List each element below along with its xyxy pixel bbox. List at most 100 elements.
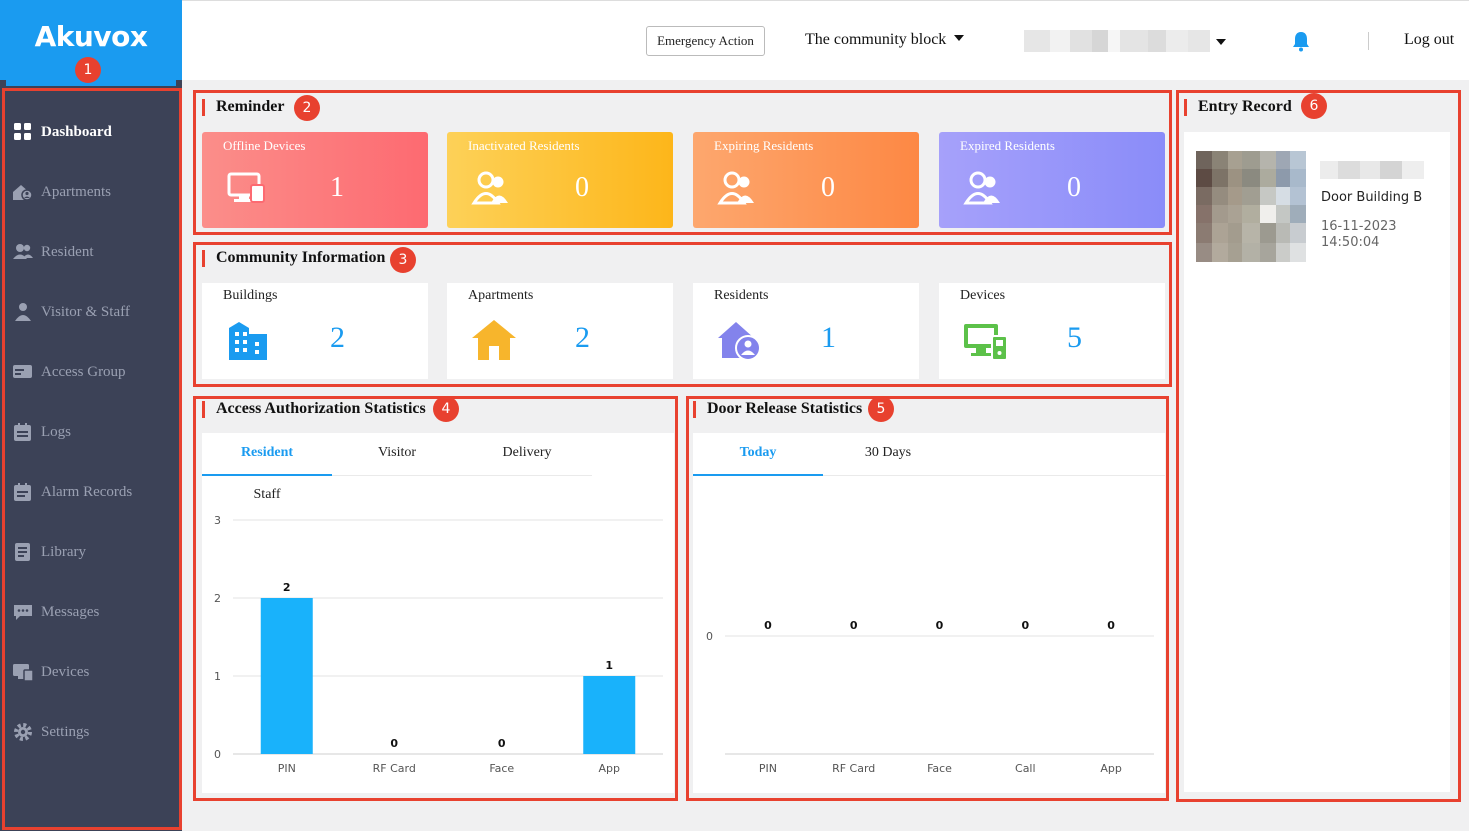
tab-resident[interactable]: Resident — [240, 445, 294, 460]
logo-underline — [6, 80, 176, 86]
door-release-title: Door Release Statistics — [693, 400, 862, 418]
visitor-icon — [15, 303, 31, 321]
residents-icon — [471, 171, 508, 205]
akuvox-logo[interactable]: Akuvox — [34, 20, 148, 53]
nav-highlight-box — [2, 88, 182, 830]
reminder-title-text: Reminder — [216, 98, 285, 115]
sidebar-item-library[interactable]: Library — [12, 538, 86, 566]
access-authorization-title: Access Authorization Statistics — [202, 400, 426, 418]
community-information-title-text: Community Information — [216, 249, 386, 266]
sidebar-item-label: Access Group — [41, 363, 126, 380]
tab-visitor[interactable]: Visitor — [377, 445, 417, 460]
devices-card[interactable]: Devices 5 — [939, 283, 1165, 379]
bar-value-label: 0 — [764, 619, 772, 632]
x-tick-label: Face — [927, 762, 952, 775]
access-authorization-chart: 0 1 2 3 2 PIN 0 RF Card 0 Face 1 App — [214, 514, 663, 775]
sidebar-item-logs[interactable]: Logs — [12, 418, 71, 446]
x-tick-label: Call — [1015, 762, 1036, 775]
sidebar-item-label: Dashboard — [41, 123, 112, 140]
offline-devices-card[interactable]: Offline Devices 1 — [202, 132, 428, 228]
sidebar-item-label: Settings — [41, 723, 90, 740]
community-information-title: Community Information — [202, 249, 385, 267]
card-label: Expiring Residents — [714, 138, 814, 153]
card-label: Residents — [714, 288, 769, 303]
tab-bar-line — [693, 475, 1165, 476]
apartments-card[interactable]: Apartments 2 — [447, 283, 673, 379]
user-account-blurred[interactable] — [1024, 30, 1210, 52]
bar-value-label: 0 — [1021, 619, 1029, 632]
community-selector[interactable]: The community block — [805, 31, 965, 49]
sidebar-item-label: Messages — [41, 603, 100, 620]
top-header: Emergency Action The community block Log… — [182, 0, 1469, 80]
x-tick-label: App — [599, 762, 621, 775]
expiring-residents-card[interactable]: Expiring Residents 0 — [693, 132, 919, 228]
x-tick-label: RF Card — [373, 762, 416, 775]
resident-icon — [13, 244, 33, 259]
door-release-title-text: Door Release Statistics — [707, 400, 863, 417]
entry-door-name: Door Building B — [1321, 190, 1423, 205]
community-name: The community block — [805, 31, 947, 48]
sidebar-item-alarm-records[interactable]: Alarm Records — [12, 478, 132, 506]
sidebar-item-apartments[interactable]: Apartments — [12, 178, 111, 206]
tab-today[interactable]: Today — [739, 445, 777, 460]
sidebar-item-access-group[interactable]: Access Group — [12, 358, 126, 386]
entry-time: 14:50:04 — [1321, 235, 1380, 250]
sidebar-item-messages[interactable]: Messages — [12, 598, 99, 626]
card-label: Buildings — [223, 288, 278, 303]
access-authorization-title-text: Access Authorization Statistics — [216, 400, 426, 417]
entry-person-name-blurred — [1320, 161, 1424, 179]
bar[interactable] — [260, 598, 313, 754]
entry-date: 16-11-2023 — [1321, 219, 1397, 234]
sidebar-item-dashboard[interactable]: Dashboard — [12, 118, 112, 146]
device-monitor-icon — [964, 324, 1008, 361]
tab-30-days[interactable]: 30 Days — [864, 445, 912, 460]
offline-device-icon — [227, 172, 265, 203]
sidebar-item-label: Visitor & Staff — [41, 303, 130, 320]
y-tick-label: 2 — [214, 592, 221, 605]
sidebar-item-label: Devices — [41, 663, 90, 680]
sidebar: Akuvox 1 Dashboard Apartments Resident V… — [0, 0, 182, 831]
card-value: 0 — [821, 172, 835, 203]
sidebar-item-label: Apartments — [41, 183, 111, 200]
residents-icon — [963, 171, 1000, 205]
y-tick-label: 1 — [214, 670, 221, 683]
tab-staff[interactable]: Staff — [253, 487, 281, 502]
active-tab-underline — [693, 474, 823, 476]
bell-icon[interactable] — [1290, 30, 1312, 52]
active-tab-underline — [202, 474, 332, 476]
inactivated-residents-card[interactable]: Inactivated Residents 0 — [447, 132, 673, 228]
alarm-records-icon — [14, 483, 31, 501]
card-label: Devices — [960, 288, 1006, 303]
bar[interactable] — [583, 676, 636, 754]
entry-snapshot-thumbnail[interactable] — [1196, 151, 1306, 262]
logs-icon — [14, 423, 31, 441]
sidebar-item-devices[interactable]: Devices — [12, 658, 89, 686]
buildings-card[interactable]: Buildings 2 — [202, 283, 428, 379]
sidebar-item-label: Resident — [41, 243, 94, 260]
sidebar-item-resident[interactable]: Resident — [12, 238, 94, 266]
emergency-action-button[interactable]: Emergency Action — [646, 26, 765, 56]
bar-value-label: 0 — [936, 619, 944, 632]
chevron-down-icon — [954, 35, 965, 41]
card-value: 2 — [575, 321, 590, 354]
door-release-panel — [686, 396, 1169, 801]
residents-card[interactable]: Residents 1 — [693, 283, 919, 379]
entry-record-title: Entry Record — [1184, 98, 1292, 116]
door-release-chart-card — [693, 433, 1165, 793]
bar-value-label: 0 — [390, 737, 398, 750]
bar-value-label: 1 — [605, 659, 613, 672]
sidebar-item-visitor-staff[interactable]: Visitor & Staff — [12, 298, 130, 326]
logout-link[interactable]: Log out — [1404, 31, 1455, 48]
card-value: 0 — [575, 172, 589, 203]
tab-delivery[interactable]: Delivery — [502, 445, 552, 460]
expired-residents-card[interactable]: Expired Residents 0 — [939, 132, 1165, 228]
sidebar-item-label: Alarm Records — [41, 483, 133, 500]
user-menu-chevron-icon[interactable] — [1216, 39, 1226, 45]
sidebar-item-settings[interactable]: Settings — [12, 718, 89, 746]
card-value: 0 — [1067, 172, 1081, 203]
callout-badge-5: 5 — [868, 396, 894, 422]
card-label: Expired Residents — [960, 138, 1055, 153]
x-tick-label: PIN — [278, 762, 296, 775]
card-value: 5 — [1067, 321, 1082, 354]
dashboard-icon — [14, 123, 31, 140]
